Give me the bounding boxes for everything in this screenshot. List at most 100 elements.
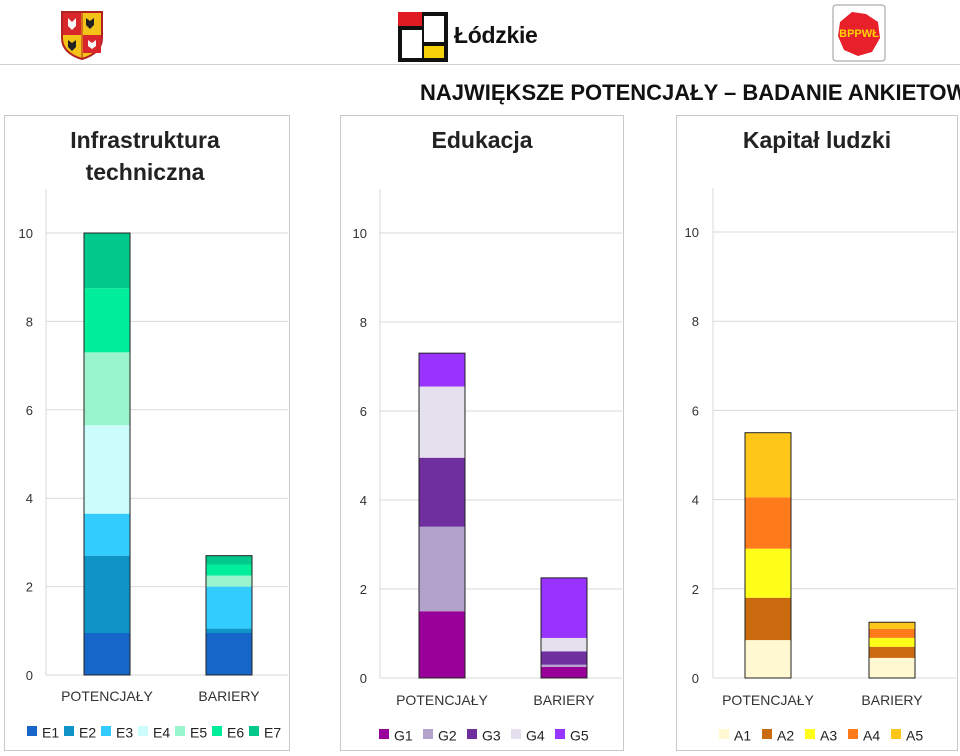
bar-segment-a4 <box>745 497 791 549</box>
legend-item-e4: E4 <box>138 723 170 741</box>
bar-segment-e2 <box>206 628 252 634</box>
y-tick-label: 10 <box>685 225 699 240</box>
bar-segment-e3 <box>206 586 252 629</box>
legend-item-g2: G2 <box>423 726 457 744</box>
stacked-bar-chart-infrastruktura: 0 2 4 6 8 10 POTENCJAŁY BARIERY <box>19 189 288 704</box>
legend-swatch <box>511 729 521 740</box>
legend-item-e6: E6 <box>212 723 244 741</box>
legend-label: G4 <box>526 727 545 744</box>
legend-label: A2 <box>777 727 795 744</box>
bar-segment-e6 <box>206 564 252 576</box>
bppwl-logo-icon: BPPWŁ <box>832 4 886 62</box>
legend-swatch <box>762 729 772 740</box>
bar-segment-g2 <box>419 526 465 612</box>
y-tick-label: 4 <box>360 493 367 508</box>
x-category-label: BARIERY <box>533 692 595 708</box>
bar-segment-a5 <box>745 432 791 498</box>
stacked-bar-chart-kapital-ludzki: 0 2 4 6 8 10 POTENCJAŁY BARIERY <box>685 188 956 708</box>
legend-swatch <box>212 726 222 737</box>
legend-label: E4 <box>153 724 171 741</box>
page-title: NAJWIĘKSZE POTENCJAŁY – BADANIE ANKIETOW… <box>420 80 960 105</box>
legend-label: E6 <box>227 724 245 741</box>
chart-legend: E1 E2 E3 E4 E5 E6 E7 <box>5 723 289 743</box>
bar-segment-e4 <box>84 425 130 514</box>
legend-item-e1: E1 <box>27 723 59 741</box>
bar-segment-a3 <box>869 637 915 647</box>
header-bar: Łódzkie BPPWŁ <box>0 0 960 64</box>
legend-swatch <box>891 729 901 740</box>
bar-segment-a4 <box>869 628 915 638</box>
y-tick-label: 8 <box>692 314 699 329</box>
legend-label: E5 <box>190 724 208 741</box>
legend-item-a4: A4 <box>848 726 880 744</box>
legend-swatch <box>423 729 433 740</box>
legend-label: G1 <box>394 727 413 744</box>
legend-item-e3: E3 <box>101 723 133 741</box>
legend-swatch <box>175 726 185 737</box>
y-tick-label: 4 <box>26 491 33 506</box>
bar-segment-g4 <box>419 386 465 458</box>
bar-segment-a2 <box>745 597 791 641</box>
legend-swatch <box>64 726 74 737</box>
bar-outline <box>540 577 588 679</box>
x-category-label: POTENCJAŁY <box>722 692 814 708</box>
legend-item-e7: E7 <box>249 723 281 741</box>
bar-segment-e5 <box>84 352 130 426</box>
bar-segment-g5 <box>419 353 465 387</box>
legend-swatch <box>138 726 148 737</box>
bar-segment-a1 <box>869 657 915 678</box>
bar-segment-g2 <box>541 664 587 667</box>
bar-segment-e2 <box>84 555 130 634</box>
legend-label: E7 <box>264 724 282 741</box>
region-name: Łódzkie <box>454 22 538 48</box>
bar-segment-a2 <box>869 646 915 658</box>
y-tick-label: 8 <box>26 314 33 329</box>
y-tick-label: 0 <box>692 671 699 686</box>
bar-outline <box>868 621 916 679</box>
bar-segment-e3 <box>84 513 130 556</box>
chart-title: Kapitał ludzki <box>742 127 892 153</box>
bar-segment-a3 <box>745 548 791 598</box>
chart-title: Edukacja <box>431 127 533 153</box>
chart-panel-infrastruktura: Infrastruktura techniczna 0 2 4 6 8 10 POTENCJ… <box>4 115 290 751</box>
legend-swatch <box>27 726 37 737</box>
y-tick-label: 2 <box>26 580 33 595</box>
bppwl-logo-text: BPPWŁ <box>839 28 879 40</box>
legend-item-e2: E2 <box>64 723 96 741</box>
legend-item-e5: E5 <box>175 723 207 741</box>
legend-item-a3: A3 <box>805 726 837 744</box>
bar-segment-e1 <box>206 633 252 675</box>
x-category-label: POTENCJAŁY <box>61 688 153 704</box>
y-tick-label: 4 <box>692 493 699 508</box>
bar-segment-g1 <box>419 611 465 678</box>
bar-segment-g5 <box>541 577 587 638</box>
legend-label: A5 <box>906 727 924 744</box>
bar-outline <box>83 232 131 676</box>
legend-label: A3 <box>820 727 838 744</box>
legend-label: A4 <box>863 727 881 744</box>
bar-segment-a5 <box>869 622 915 629</box>
voivodeship-crest-icon <box>61 11 103 60</box>
stacked-bar-chart-edukacja: 0 2 4 6 8 10 POTENCJAŁY BARIERY <box>353 189 622 708</box>
legend-swatch <box>555 729 565 740</box>
legend-swatch <box>249 726 259 737</box>
y-tick-label: 2 <box>360 582 367 597</box>
legend-label: G3 <box>482 727 501 744</box>
chart-legend: A1 A2 A3 A4 A5 <box>677 726 957 746</box>
legend-label: A1 <box>734 727 752 744</box>
bar-segment-g1 <box>541 666 587 678</box>
bar-segment-e6 <box>84 288 130 353</box>
y-tick-label: 6 <box>692 403 699 418</box>
bar-segment-g3 <box>541 651 587 665</box>
x-category-label: POTENCJAŁY <box>396 692 488 708</box>
y-tick-label: 10 <box>353 226 367 241</box>
legend-label: E3 <box>116 724 134 741</box>
bar-outline <box>205 555 253 676</box>
chart-title: Infrastruktura techniczna <box>70 127 220 185</box>
chart-panel-kapital-ludzki: Kapitał ludzki 0 2 4 6 8 10 POTENCJAŁY BARIERY … <box>676 115 958 751</box>
chart-legend: G1 G2 G3 G4 G5 <box>341 726 623 746</box>
legend-item-a5: A5 <box>891 726 923 744</box>
y-tick-label: 10 <box>19 226 33 241</box>
legend-label: E1 <box>42 724 60 741</box>
legend-label: G5 <box>570 727 589 744</box>
